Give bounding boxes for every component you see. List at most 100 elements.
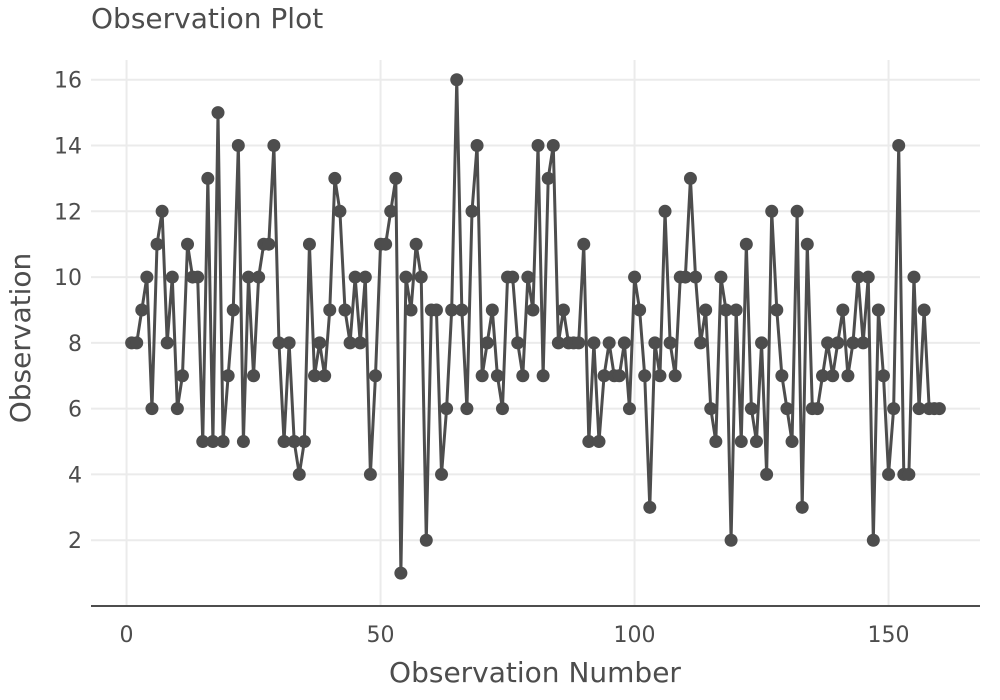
data-point (816, 369, 830, 383)
data-point (765, 204, 779, 218)
data-point (775, 369, 789, 383)
data-point (313, 336, 327, 350)
data-point (892, 139, 906, 153)
series-layer (125, 73, 946, 580)
data-point (404, 303, 418, 317)
data-point (739, 237, 753, 251)
data-point (440, 402, 454, 416)
data-point (384, 204, 398, 218)
data-point (389, 171, 403, 185)
data-point (196, 435, 210, 449)
data-point (689, 270, 703, 284)
data-point (917, 303, 931, 317)
data-point (267, 139, 281, 153)
data-point (709, 435, 723, 449)
data-point (155, 204, 169, 218)
data-point (241, 270, 255, 284)
data-point (419, 533, 433, 547)
data-point (866, 533, 880, 547)
data-point (130, 336, 144, 350)
data-point (734, 435, 748, 449)
data-point (379, 237, 393, 251)
data-point (744, 402, 758, 416)
data-point (643, 500, 657, 514)
data-point (683, 171, 697, 185)
data-point (353, 336, 367, 350)
data-point (211, 106, 225, 120)
data-point (287, 435, 301, 449)
data-point (582, 435, 596, 449)
data-point (460, 402, 474, 416)
data-point (429, 303, 443, 317)
data-point (729, 303, 743, 317)
data-point (846, 336, 860, 350)
data-point (572, 336, 586, 350)
data-point (597, 369, 611, 383)
data-point (450, 73, 464, 87)
data-point (755, 336, 769, 350)
data-point (536, 369, 550, 383)
data-point (318, 369, 332, 383)
data-point (648, 336, 662, 350)
data-point (277, 435, 291, 449)
data-point (602, 336, 616, 350)
data-point (506, 270, 520, 284)
data-point (170, 402, 184, 416)
data-point (617, 336, 631, 350)
data-point (323, 303, 337, 317)
data-point (140, 270, 154, 284)
data-point (831, 336, 845, 350)
data-point (521, 270, 535, 284)
data-point (694, 336, 708, 350)
x-tick-label: 50 (367, 623, 395, 648)
data-point (882, 467, 896, 481)
data-point (445, 303, 459, 317)
x-tick-label: 100 (614, 623, 656, 648)
y-tick-label: 12 (54, 200, 82, 225)
data-point (663, 336, 677, 350)
data-point (435, 467, 449, 481)
data-point (231, 139, 245, 153)
data-point (719, 303, 733, 317)
data-point (236, 435, 250, 449)
data-point (704, 402, 718, 416)
data-point (800, 237, 814, 251)
x-tick-label: 0 (120, 623, 134, 648)
data-point (308, 369, 322, 383)
data-point (368, 369, 382, 383)
data-point (871, 303, 885, 317)
data-point (145, 402, 159, 416)
data-point (821, 336, 835, 350)
y-tick-label: 8 (68, 332, 82, 357)
y-tick-label: 14 (54, 135, 82, 160)
data-point (247, 369, 261, 383)
data-point (551, 336, 565, 350)
data-point (191, 270, 205, 284)
data-point (785, 435, 799, 449)
data-point (826, 369, 840, 383)
data-point (587, 336, 601, 350)
data-point (495, 402, 509, 416)
data-point (175, 369, 189, 383)
data-point (526, 303, 540, 317)
data-point (414, 270, 428, 284)
data-point (135, 303, 149, 317)
data-point (252, 270, 266, 284)
data-point (394, 566, 408, 580)
data-point (297, 435, 311, 449)
chart-title: Observation Plot (91, 2, 323, 35)
data-point (363, 467, 377, 481)
data-point (628, 270, 642, 284)
data-point (633, 303, 647, 317)
data-point (658, 204, 672, 218)
data-point (201, 171, 215, 185)
data-point (333, 204, 347, 218)
data-point (165, 270, 179, 284)
data-point (810, 402, 824, 416)
data-point (902, 467, 916, 481)
y-tick-label: 4 (68, 463, 82, 488)
series-line (131, 78, 940, 575)
data-point (841, 369, 855, 383)
data-point (511, 336, 525, 350)
data-point (150, 237, 164, 251)
